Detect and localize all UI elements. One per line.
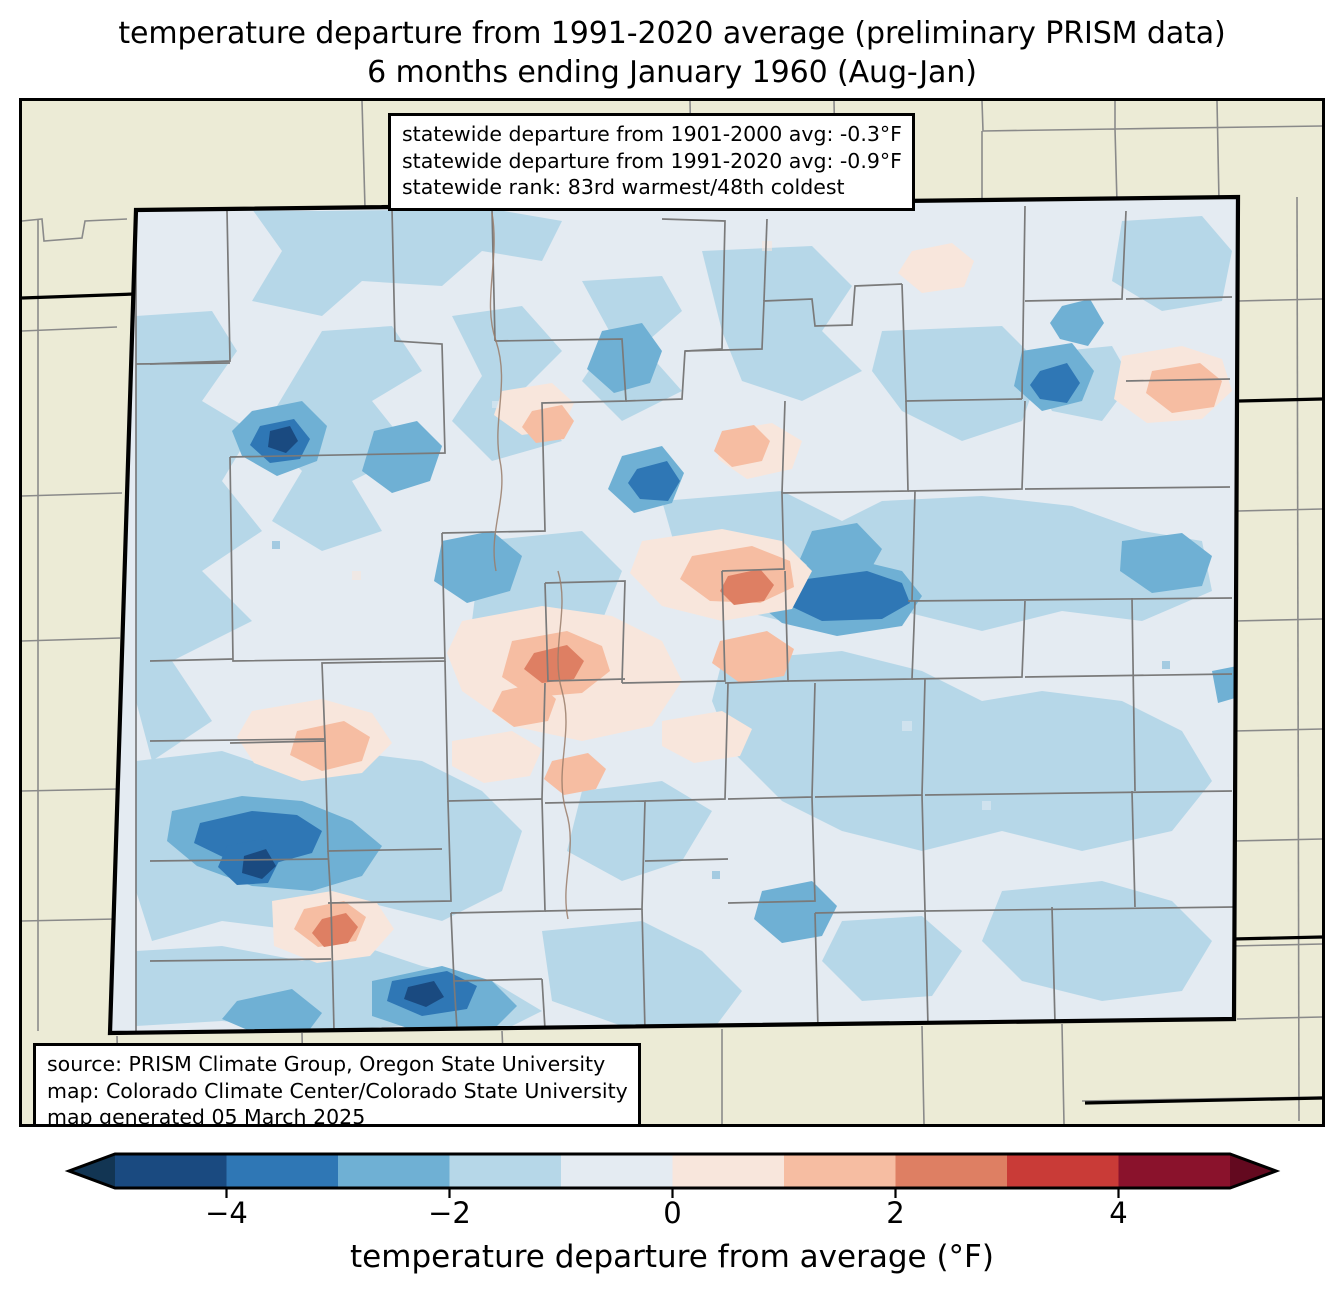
figure-title: temperature departure from 1991-2020 ave… (0, 14, 1344, 92)
colorbar (0, 1148, 1344, 1200)
colorbar-border (64, 1152, 1281, 1190)
colorbar-tick-labels: −4 −2 0 2 4 (0, 1196, 1344, 1236)
colorbar-band (449, 1154, 562, 1188)
colorado-county-lines (135, 197, 1238, 1032)
title-line-2: 6 months ending January 1960 (Aug-Jan) (367, 55, 977, 90)
source-attribution-box: source: PRISM Climate Group, Oregon Stat… (33, 1043, 641, 1127)
colorbar-band (1007, 1154, 1120, 1188)
title-line-1: temperature departure from 1991-2020 ave… (118, 16, 1226, 51)
stats-line-3: statewide rank: 83rd warmest/48th coldes… (402, 175, 845, 200)
colorbar-axis-title: temperature departure from average (°F) (350, 1239, 994, 1275)
colorbar-band (115, 1154, 228, 1188)
river-line (489, 212, 571, 920)
colorbar-extend-high (1230, 1154, 1276, 1188)
colorbar-tick-label: −2 (428, 1196, 471, 1230)
map-panel: statewide departure from 1901-2000 avg: … (19, 98, 1325, 1127)
colorbar-tick-label: 2 (886, 1196, 905, 1230)
colorbar-band (338, 1154, 451, 1188)
colorbar-svg (64, 1152, 1281, 1198)
colorado-anomaly-map (22, 101, 1322, 1124)
anomaly-field (110, 197, 1238, 1033)
colorbar-tick-label: 0 (663, 1196, 682, 1230)
colorbar-tick-label: 4 (1109, 1196, 1128, 1230)
colorbar-outline (64, 1152, 1281, 1190)
colorbar-band (672, 1154, 785, 1188)
stats-line-1: statewide departure from 1901-2000 avg: … (402, 122, 902, 146)
neighbor-state-lines (22, 292, 1322, 1105)
colorbar-band (1118, 1154, 1231, 1188)
source-line-3: map generated 05 March 2025 (47, 1105, 366, 1127)
colorbar-bands (69, 1154, 1276, 1188)
colorbar-ticks (225, 1188, 1120, 1198)
colorbar-extend-low (69, 1154, 115, 1188)
colorbar-band (784, 1154, 897, 1188)
colorbar-tick-label: −4 (205, 1196, 248, 1230)
colorbar-band (226, 1154, 339, 1188)
colorbar-band (561, 1154, 674, 1188)
colorbar-band (895, 1154, 1008, 1188)
statewide-stats-box: statewide departure from 1901-2000 avg: … (388, 113, 915, 211)
source-line-2: map: Colorado Climate Center/Colorado St… (47, 1078, 628, 1103)
stats-line-2: statewide departure from 1991-2020 avg: … (402, 148, 902, 173)
source-line-1: source: PRISM Climate Group, Oregon Stat… (47, 1052, 606, 1076)
